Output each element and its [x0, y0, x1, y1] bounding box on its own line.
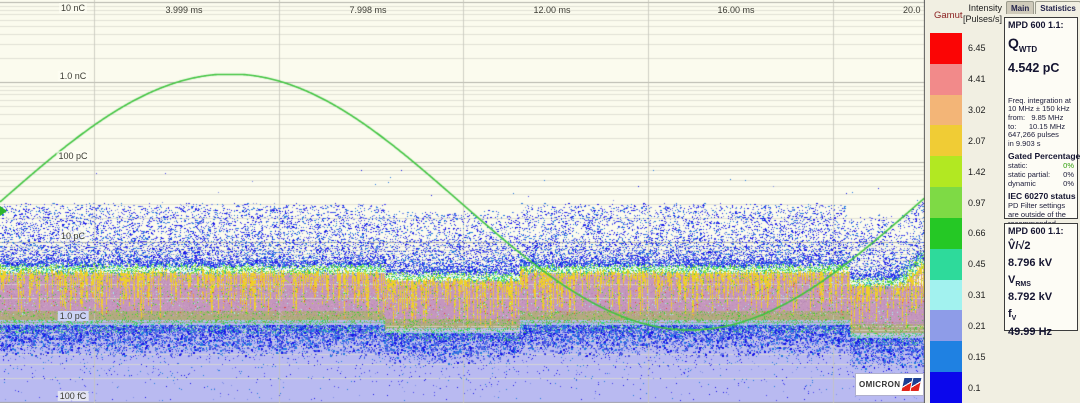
gamut-level-value: 6.45	[968, 43, 986, 54]
gamut-level-row: 0.45	[930, 248, 1002, 280]
tab-statistics[interactable]: Statistics	[1035, 1, 1080, 14]
intensity-axis-label-line2: [Pulses/s]	[962, 14, 1002, 24]
main-measurement-panel: MPD 600 1.1: QWTD 4.542 pC Freq. integra…	[1004, 17, 1080, 236]
gated-dynamic-value: 0%	[1063, 179, 1074, 189]
y-axis-tick-label: 10 pC	[58, 231, 88, 241]
x-axis-tick-label: 3.999 ms	[165, 5, 203, 15]
gamut-scale: 6.45 4.41 3.02 2.07 1.42 0.97 0.66 0.45 …	[930, 33, 1002, 403]
gamut-color-swatch	[930, 279, 962, 311]
x-axis-tick-label: 12.00 ms	[533, 5, 571, 15]
voltage-peak-value: 8.796 kV	[1008, 257, 1053, 270]
gated-static-partial-value: 0%	[1063, 170, 1074, 180]
y-axis-tick-label: 1.0 pC	[57, 311, 89, 321]
intensity-axis-label: Intensity [Pulses/s]	[963, 3, 1002, 25]
gamut-level-row: 4.41	[930, 63, 1002, 95]
gamut-color-swatch	[930, 125, 962, 157]
y-axis-tick-label: 10 nC	[58, 3, 88, 13]
gated-row-static-partial: static partial: 0%	[1008, 170, 1074, 180]
x-axis-tick-label: 7.998 ms	[349, 5, 387, 15]
view-tabs: Main Statistics	[1006, 1, 1080, 14]
gamut-level-value: 0.31	[968, 290, 986, 301]
gamut-level-value: 0.1	[968, 382, 981, 393]
gated-static-value: 0%	[1063, 161, 1074, 171]
gamut-level-value: 0.97	[968, 197, 986, 208]
iec-status-heading: IEC 60270 status	[1008, 191, 1076, 202]
gamut-color-swatch	[930, 63, 962, 95]
gamut-level-value: 2.07	[968, 135, 986, 146]
gamut-level-row: 1.42	[930, 156, 1002, 188]
gamut-title: Gamut	[934, 10, 963, 21]
voltage-rms-value: 8.792 kV	[1008, 291, 1053, 304]
gamut-color-swatch	[930, 33, 962, 64]
gamut-level-row: 0.15	[930, 341, 1002, 373]
gamut-legend: Gamut Intensity [Pulses/s] 6.45 4.41 3.0…	[925, 0, 1003, 403]
gamut-level-value: 0.15	[968, 351, 986, 362]
gated-row-dynamic: dynamic 0%	[1008, 179, 1074, 189]
device-title: MPD 600 1.1:	[1008, 20, 1064, 30]
intensity-axis-label-line1: Intensity	[968, 3, 1002, 13]
gated-row-static: static: 0%	[1008, 161, 1074, 171]
trigger-level-marker-icon[interactable]	[0, 206, 7, 216]
device-title: MPD 600 1.1:	[1008, 226, 1064, 236]
gamut-level-row: 0.1	[930, 372, 1002, 403]
y-axis-tick-label: 1.0 nC	[57, 71, 89, 81]
gamut-color-swatch	[930, 341, 962, 373]
gamut-level-row: 0.66	[930, 217, 1002, 249]
gamut-level-value: 3.02	[968, 105, 986, 116]
prpd-chart-area[interactable]: 3.999 ms 7.998 ms 12.00 ms 16.00 ms 20.0…	[0, 0, 925, 403]
x-axis-tick-label: 16.00 ms	[717, 5, 755, 15]
omicron-flags-icon	[910, 378, 922, 391]
x-axis-tick-label: 20.0	[903, 5, 921, 15]
gamut-level-row: 0.31	[930, 279, 1002, 311]
gamut-level-value: 4.41	[968, 74, 986, 85]
gated-percentage-heading: Gated Percentage	[1008, 151, 1080, 162]
gamut-color-swatch	[930, 187, 962, 218]
gamut-color-swatch	[930, 372, 962, 403]
gamut-color-swatch	[930, 248, 962, 280]
tab-main[interactable]: Main	[1006, 1, 1035, 14]
gamut-level-row: 6.45	[930, 33, 1002, 64]
side-panel: Main Statistics MPD 600 1.1: QWTD 4.542 …	[1003, 0, 1080, 403]
gamut-color-swatch	[930, 94, 962, 126]
qwtd-value: 4.542 pC	[1008, 60, 1060, 75]
gamut-level-value: 0.66	[968, 228, 986, 239]
gamut-level-value: 1.42	[968, 166, 986, 177]
gamut-color-swatch	[930, 217, 962, 249]
gamut-level-row: 3.02	[930, 94, 1002, 126]
gamut-level-row: 0.21	[930, 310, 1002, 342]
omicron-logo: OMICRON	[855, 373, 924, 396]
gamut-level-value: 0.21	[968, 320, 986, 331]
voltage-measurement-panel: MPD 600 1.1: V̂/√2 8.796 kV VRMS 8.792 k…	[1004, 223, 1078, 338]
voltage-rms-symbol: VRMS	[1008, 274, 1031, 289]
gamut-color-swatch	[930, 310, 962, 342]
gamut-level-row: 2.07	[930, 125, 1002, 157]
qwtd-symbol: QWTD	[1008, 35, 1038, 54]
gamut-color-swatch	[930, 156, 962, 188]
frequency-value: 49.99 Hz	[1008, 325, 1053, 338]
y-axis-tick-label: 100 pC	[56, 151, 90, 161]
voltage-peak-symbol: V̂/√2	[1008, 240, 1031, 252]
prpd-persistence-plot[interactable]	[0, 0, 925, 403]
omicron-logo-text: OMICRON	[859, 380, 901, 389]
y-axis-tick-label: 100 fC	[57, 391, 89, 401]
gamut-level-value: 0.45	[968, 259, 986, 270]
gamut-level-row: 0.97	[930, 187, 1002, 218]
frequency-symbol: fV	[1008, 308, 1017, 323]
freq-integration-text: Freq. integration at 10 MHz ± 150 kHz fr…	[1008, 95, 1071, 148]
